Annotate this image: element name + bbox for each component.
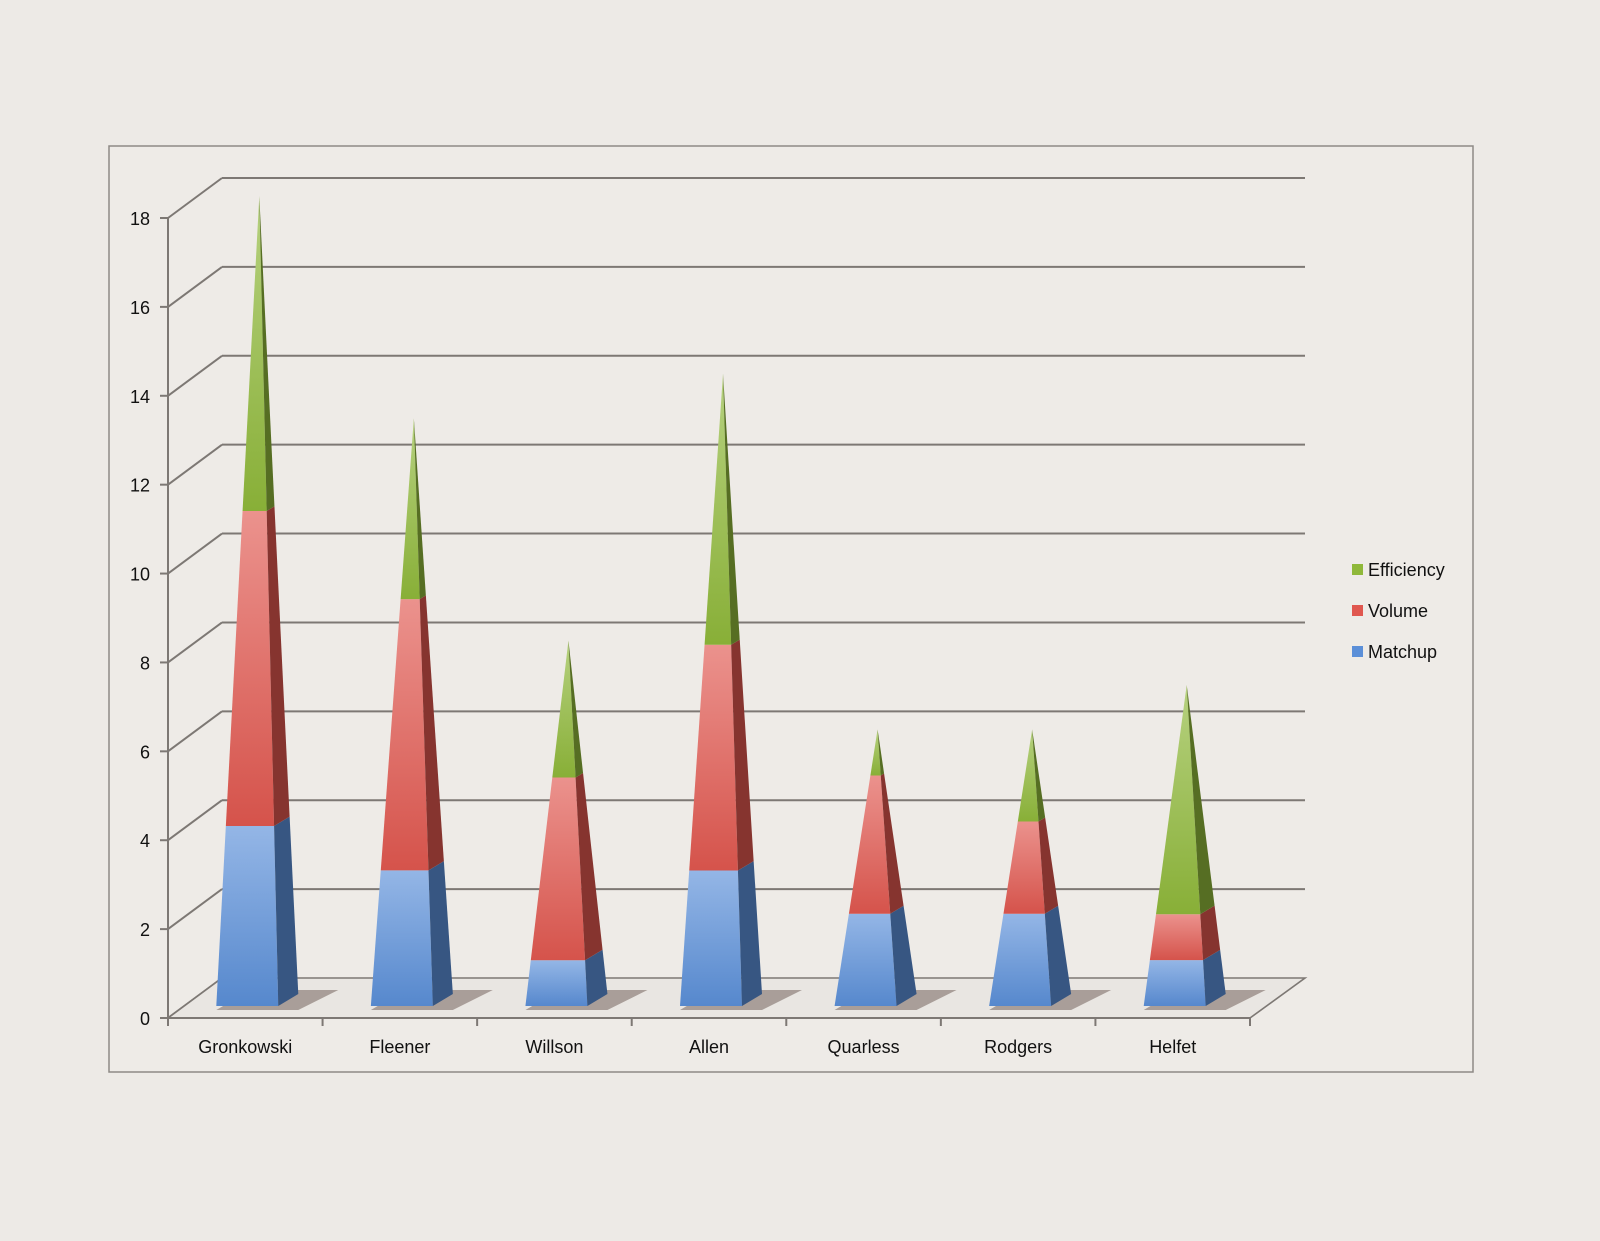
plot-frame (108, 145, 1474, 1073)
bar-group-willson (525, 640, 648, 1010)
bar-side-quarless-matchup (890, 905, 917, 1006)
bar-side-quarless-efficiency (877, 729, 885, 776)
grid-diagonal-10 (167, 532, 223, 575)
grid-diagonal-14 (167, 354, 223, 397)
grid-diagonal-12 (167, 443, 223, 486)
bar-side-helfet-efficiency (1186, 684, 1215, 915)
x-tick-label-allen: Allen (689, 1037, 729, 1057)
bar-side-helfet-volume (1200, 905, 1221, 961)
y-tick-label-12: 12 (130, 476, 150, 496)
bar-side-rodgers-efficiency (1032, 729, 1046, 822)
bar-side-allen-volume (731, 639, 754, 871)
bars (216, 196, 1266, 1010)
y-tick-label-2: 2 (140, 920, 150, 940)
bar-gronkowski-efficiency (242, 196, 267, 511)
bar-side-gronkowski-volume (266, 506, 290, 826)
bar-side-willson-volume (575, 773, 603, 961)
bar-allen-efficiency (704, 373, 732, 645)
bar-helfet-volume (1149, 914, 1203, 961)
grid-diagonal-2 (167, 888, 223, 930)
grid-diagonal-18 (167, 177, 223, 219)
x-tick-label-rodgers: Rodgers (984, 1037, 1052, 1057)
bar-quarless-efficiency (870, 729, 881, 776)
grid-diagonal-16 (167, 266, 223, 308)
bar-willson-efficiency (552, 640, 576, 778)
y-tick-label-18: 18 (130, 209, 150, 229)
bar-gronkowski-volume (225, 511, 275, 826)
legend-label-efficiency: Efficiency (1368, 560, 1445, 580)
bar-side-quarless-volume (880, 773, 904, 914)
bar-side-gronkowski-efficiency (259, 196, 275, 511)
bar-group-quarless (834, 729, 957, 1010)
bar-allen-volume (689, 644, 738, 871)
bar-side-rodgers-matchup (1044, 905, 1072, 1006)
y-tick-label-10: 10 (130, 565, 150, 585)
legend-swatch-volume (1352, 605, 1363, 616)
axes (160, 217, 1251, 1026)
y-tick-label-6: 6 (140, 742, 150, 762)
bar-side-rodgers-volume (1038, 817, 1059, 914)
y-tick-label-8: 8 (140, 653, 150, 673)
bar-side-fleener-volume (419, 595, 444, 871)
bar-rodgers-matchup (989, 913, 1052, 1006)
x-tick-label-helfet: Helfet (1149, 1037, 1196, 1057)
legend-label-volume: Volume (1368, 601, 1428, 621)
bar-side-helfet-matchup (1203, 949, 1226, 1006)
y-tick-label-14: 14 (130, 387, 150, 407)
x-tick-label-willson: Willson (525, 1037, 583, 1057)
bar-helfet-matchup (1143, 960, 1206, 1006)
y-tick-label-0: 0 (140, 1009, 150, 1029)
legend-swatch-matchup (1352, 646, 1363, 657)
bar-rodgers-volume (1003, 821, 1045, 914)
bar-group-gronkowski (216, 196, 339, 1010)
legend-label-matchup: Matchup (1368, 642, 1437, 662)
grid-diagonal-6 (167, 710, 223, 753)
bar-side-willson-efficiency (568, 640, 584, 778)
grid-diagonal-4 (167, 799, 223, 842)
y-tick-label-4: 4 (140, 831, 150, 851)
bar-side-fleener-matchup (428, 861, 453, 1006)
bar-allen-matchup (680, 870, 742, 1006)
labels: 0 2 4 6 8 10 12 14 16 18 Gronkowski Fleener Willson A… (130, 209, 1196, 1057)
bar-group-fleener (370, 418, 493, 1010)
bar-side-fleener-efficiency (413, 418, 426, 600)
legend-swatch-efficiency (1352, 564, 1363, 575)
bar-group-allen (680, 373, 802, 1010)
bar-group-helfet (1143, 684, 1266, 1010)
x-tick-label-quarless: Quarless (828, 1037, 900, 1057)
x-tick-label-fleener: Fleener (369, 1037, 430, 1057)
bar-side-willson-matchup (585, 949, 608, 1006)
bar-side-allen-efficiency (723, 373, 740, 645)
bar-fleener-matchup (370, 870, 433, 1006)
x-tick-label-gronkowski: Gronkowski (198, 1037, 292, 1057)
bar-fleener-volume (380, 599, 429, 871)
bar-willson-matchup (525, 960, 588, 1006)
bar-side-allen-matchup (737, 861, 762, 1006)
bar-quarless-volume (848, 775, 891, 914)
legend: Efficiency Volume Matchup (1352, 560, 1445, 662)
bar-group-rodgers (989, 729, 1112, 1010)
bar-willson-volume (530, 777, 586, 961)
bar-helfet-efficiency (1156, 684, 1201, 915)
bar-rodgers-efficiency (1017, 729, 1039, 822)
grid-diagonal-8 (167, 621, 223, 664)
bar-gronkowski-matchup (216, 826, 279, 1006)
bar-quarless-matchup (834, 913, 897, 1006)
bar-fleener-efficiency (400, 418, 420, 600)
bar-side-gronkowski-matchup (274, 816, 299, 1006)
y-tick-label-16: 16 (130, 298, 150, 318)
